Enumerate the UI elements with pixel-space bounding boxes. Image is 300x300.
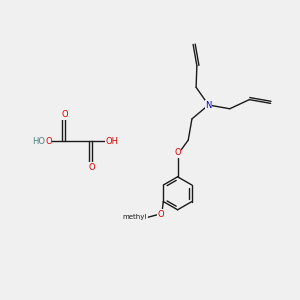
Text: O: O xyxy=(45,136,52,146)
Text: H: H xyxy=(39,136,45,146)
Text: methyl: methyl xyxy=(122,214,147,220)
Text: N: N xyxy=(205,100,212,109)
Text: OH: OH xyxy=(105,136,118,146)
Text: O: O xyxy=(174,148,181,157)
Text: O: O xyxy=(61,110,68,119)
Text: O: O xyxy=(88,163,95,172)
Text: HO: HO xyxy=(32,136,45,146)
Text: O: O xyxy=(158,210,164,219)
